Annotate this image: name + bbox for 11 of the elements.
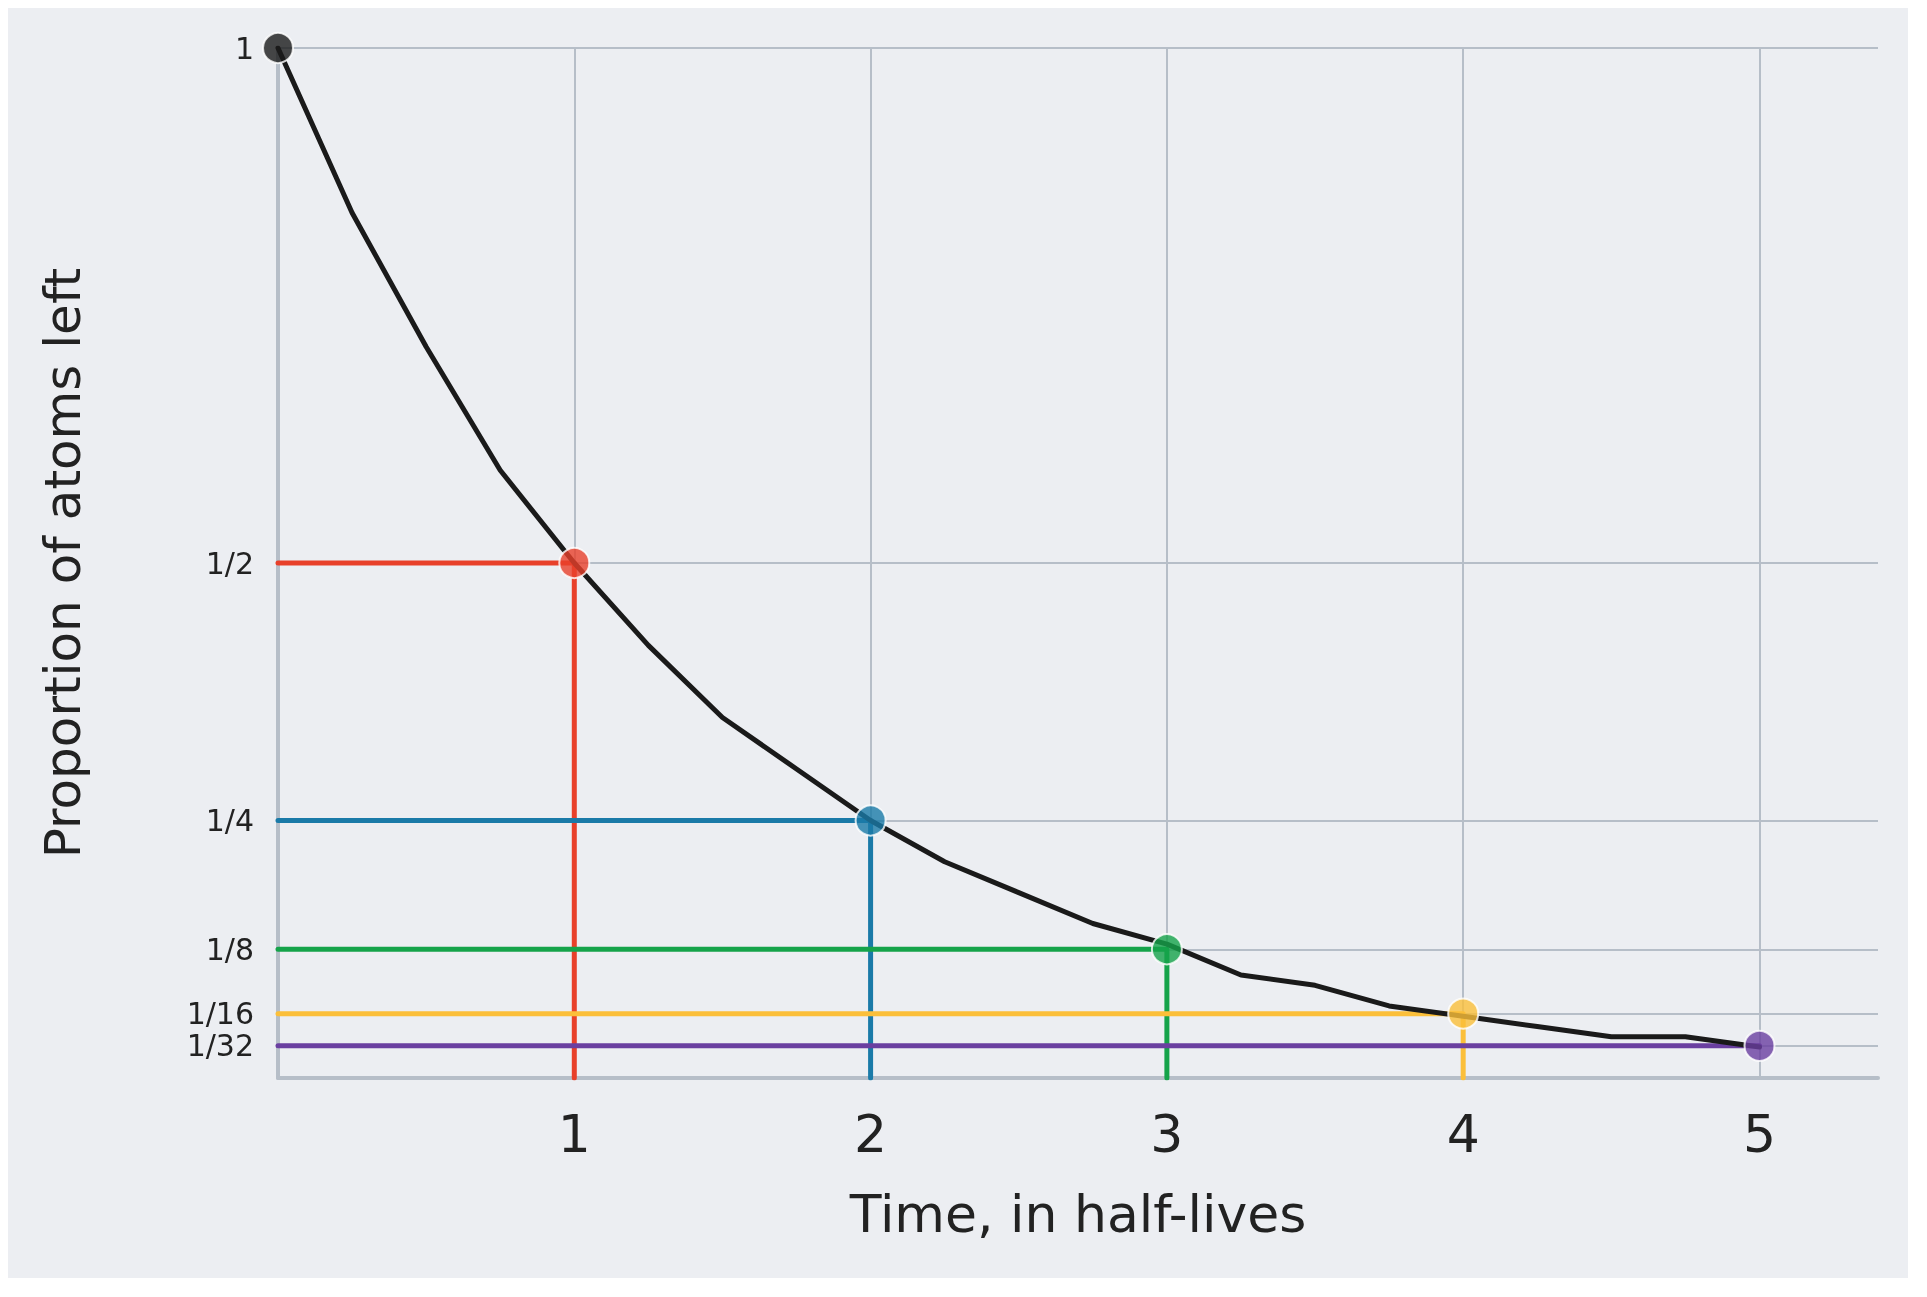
x-tick-label: 1 xyxy=(557,1104,591,1164)
x-tick-label: 3 xyxy=(1150,1104,1184,1164)
y-tick-label: 1/8 xyxy=(205,931,254,967)
y-tick-label: 1/4 xyxy=(205,803,254,838)
y-tick-label: 1 xyxy=(234,30,254,66)
x-axis-title: Time, in half-lives xyxy=(848,1184,1307,1244)
y-tick-label: 1/2 xyxy=(205,545,254,581)
y-axis-title: Proportion of atoms left xyxy=(34,267,92,859)
x-tick-label: 2 xyxy=(854,1104,888,1164)
x-tick-label: 5 xyxy=(1742,1104,1777,1164)
x-tick-label: 4 xyxy=(1446,1104,1480,1164)
